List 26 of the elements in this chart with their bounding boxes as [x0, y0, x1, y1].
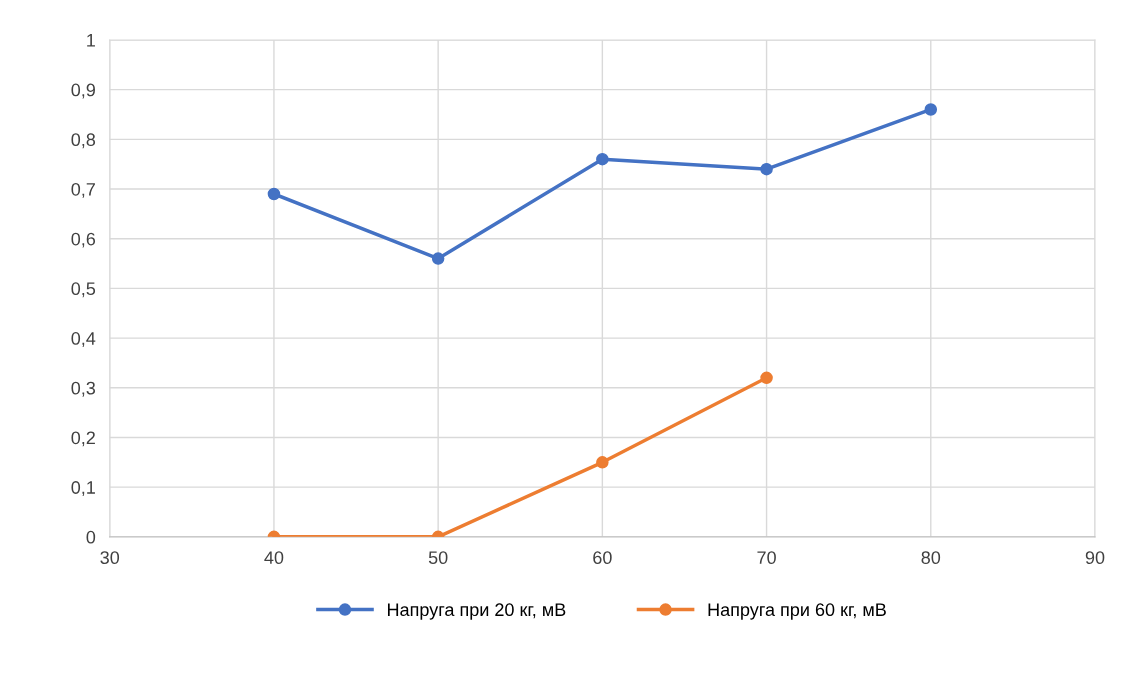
x-tick-label: 40: [264, 551, 284, 565]
y-tick-label: 0,9: [71, 83, 95, 99]
legend-label: Напруга при 60 кг, мВ: [708, 603, 886, 620]
x-tick-label: 80: [921, 551, 941, 565]
y-tick-label: 0: [86, 530, 96, 544]
point: [924, 103, 938, 116]
y-tick-label: 0,6: [71, 232, 96, 248]
x-tick-label: 60: [593, 551, 612, 565]
x-tick-label: 90: [1085, 551, 1105, 565]
x-tick-label: 70: [757, 551, 776, 565]
x-tick-label: 50: [428, 551, 448, 565]
legend-label: Напруга при 20 кг, мВ: [387, 603, 566, 620]
point: [760, 162, 773, 176]
y-tick-label: 0,7: [71, 182, 95, 198]
point: [267, 187, 281, 201]
y-tick-label: 0,5: [71, 282, 96, 298]
point: [760, 371, 773, 385]
y-tick-label: 0,2: [71, 431, 95, 447]
y-tick-label: 0,4: [71, 332, 96, 347]
y-tick-label: 0,8: [71, 133, 96, 149]
x-tick-label: 30: [100, 551, 120, 565]
y-tick-label: 0,1: [71, 481, 95, 497]
point: [431, 252, 445, 265]
y-tick-label: 0,3: [71, 381, 96, 397]
y-tick-label: 1: [87, 34, 95, 47]
point: [596, 152, 609, 166]
